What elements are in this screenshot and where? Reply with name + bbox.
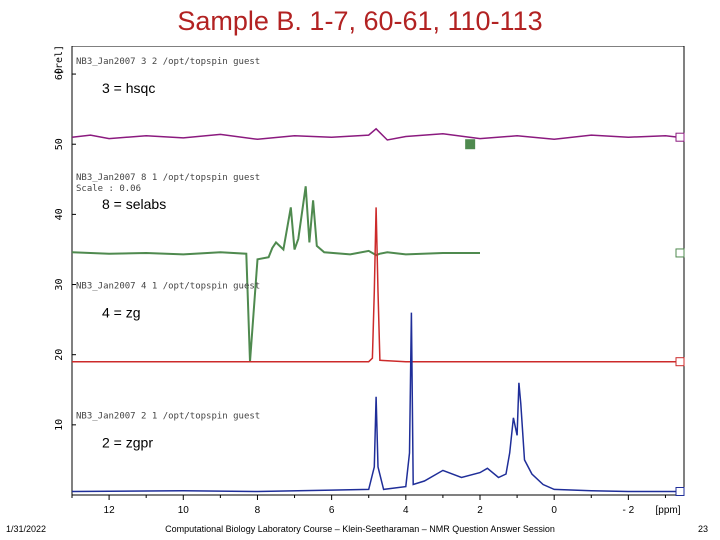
spectrum-annotation-selabs: 8 = selabs [102,196,166,212]
spectrum-line-zgpr [71,312,684,493]
x-axis-label: [ppm] [655,505,680,516]
y-axis-label: [rel] [54,46,65,75]
x-tick-label-2: 2 [477,505,483,516]
series-selabs [71,186,480,362]
spectrum-header-selabs: NB3_Jan2007 8 1 /opt/topspin guest [76,173,260,183]
y-tick-label-40: 40 [54,208,65,220]
x-tick-label-12: 12 [104,505,116,516]
spectrum-line-zg [72,207,684,363]
x-tick-label--2: - 2 [623,505,635,516]
y-tick-label-20: 20 [54,349,65,361]
x-tick-label-10: 10 [178,505,190,516]
spectrum-line-selabs [71,186,480,362]
x-tick-label-0: 0 [551,505,557,516]
series-zg [72,207,684,363]
x-tick-label-6: 6 [329,505,335,516]
series-hsqc [71,127,685,141]
plot-frame-group [71,46,685,496]
spectrum-handle-hsqc[interactable] [675,132,685,142]
footer-course: Computational Biology Laboratory Course … [165,524,555,534]
x-tick-label-8: 8 [255,505,261,516]
spectrum-handle-zgpr[interactable] [675,486,685,496]
y-tick-label-30: 30 [54,279,65,291]
spectrum-annotation-zg: 4 = zg [102,305,141,321]
footer-date: 1/31/2022 [6,524,47,534]
spectrum-handle-selabs[interactable] [675,248,685,258]
spectrum-line-hsqc [71,127,685,141]
footer-page-number: 23 [697,524,708,534]
spectrum-annotation-hsqc: 3 = hsqc [102,80,155,96]
spectrum-annotation-zgpr: 2 = zgpr [102,434,153,450]
series-group [71,127,685,493]
x-axis: 12 10 8 6 4 2 0 - 2 [ppm] [71,495,681,516]
square-marker [465,139,476,150]
spectrum-header-hsqc: NB3_Jan2007 3 2 /opt/topspin guest [76,57,260,67]
y-tick-label-60: 60 [54,68,65,80]
spectrum-handle-zg[interactable] [675,357,685,367]
y-tick-label-10: 10 [54,419,65,431]
spectrum-labels: NB3_Jan2007 3 2 /opt/topspin guest 3 = hs… [76,57,260,450]
slide-title: Sample B. 1-7, 60-61, 110-113 [177,6,543,36]
x-tick-label-4: 4 [403,505,409,516]
y-tick-label-50: 50 [54,138,65,150]
spectrum-header-zg: NB3_Jan2007 4 1 /opt/topspin guest [76,282,260,292]
series-zgpr [71,312,684,493]
y-axis: 10 20 30 40 50 60[rel] [54,46,76,431]
marker-group [465,132,685,496]
plot-frame [71,46,685,496]
spectrum-scale-selabs: Scale : 0.06 [76,184,141,194]
spectrum-header-zgpr: NB3_Jan2007 2 1 /opt/topspin guest [76,411,260,421]
